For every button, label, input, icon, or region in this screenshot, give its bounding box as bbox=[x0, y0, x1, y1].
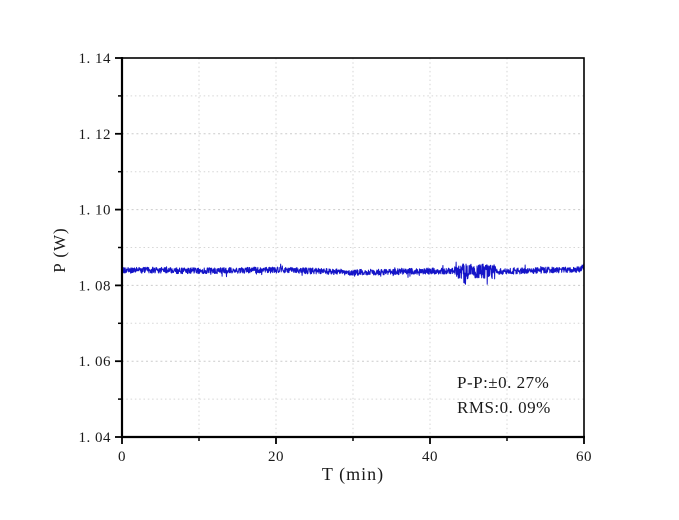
x-axis-title: T (min) bbox=[321, 464, 385, 484]
y-tick-label: 1. 14 bbox=[79, 51, 112, 67]
x-tick-label: 60 bbox=[576, 449, 592, 465]
peak-to-peak-annotation: P-P:±0. 27% bbox=[457, 373, 550, 392]
y-tick-label: 1. 08 bbox=[79, 278, 112, 294]
data-line-power bbox=[121, 261, 585, 285]
y-tick-label: 1. 06 bbox=[79, 354, 112, 370]
x-tick-label: 20 bbox=[268, 449, 284, 465]
y-tick-label: 1. 04 bbox=[79, 430, 112, 446]
stability-annotation: P-P:±0. 27% RMS:0. 09% bbox=[457, 370, 551, 420]
x-tick-label: 40 bbox=[422, 449, 438, 465]
y-tick-label: 1. 10 bbox=[79, 203, 112, 219]
rms-annotation: RMS:0. 09% bbox=[457, 398, 551, 417]
x-tick-label: 0 bbox=[118, 449, 126, 465]
y-tick-label: 1. 12 bbox=[79, 127, 112, 143]
y-axis-title: P (W) bbox=[50, 227, 69, 273]
